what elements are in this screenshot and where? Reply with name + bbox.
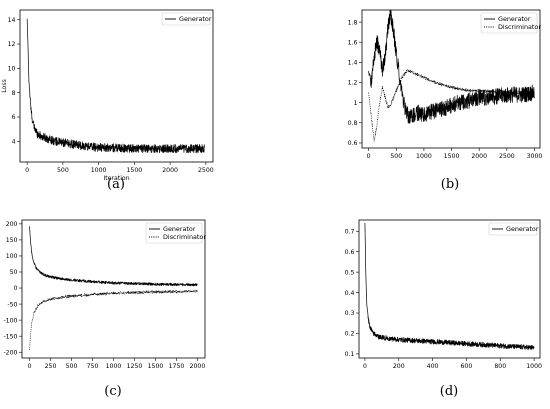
y-tick-label: 14 xyxy=(8,17,16,24)
y-tick-label: -50 xyxy=(7,301,17,308)
x-tick-label: 1250 xyxy=(127,363,143,370)
x-tick-label: 250 xyxy=(45,363,57,370)
y-tick-label: 12 xyxy=(8,41,16,48)
y-tick-label: 100 xyxy=(6,253,18,260)
x-tick-label: 0 xyxy=(28,363,32,370)
legend-label: Discriminator xyxy=(163,233,206,241)
x-tick-label: 2500 xyxy=(198,167,214,174)
x-tick-label: 600 xyxy=(461,363,473,370)
y-tick-label: 1.4 xyxy=(348,60,358,67)
y-tick-label: 6 xyxy=(12,114,16,121)
plot-frame xyxy=(361,9,541,149)
plot-frame xyxy=(19,9,214,163)
series-group xyxy=(29,226,198,350)
y-axis-label: Loss xyxy=(1,79,8,93)
x-tick-label: 2000 xyxy=(162,167,178,174)
y-tick-label: 150 xyxy=(6,237,18,244)
x-tick-label: 750 xyxy=(87,363,99,370)
x-tick-label: 2000 xyxy=(190,363,206,370)
y-tick-label: 0.5 xyxy=(345,269,355,276)
x-tick-label: 2500 xyxy=(499,153,515,160)
x-tick-label: 400 xyxy=(427,363,439,370)
y-tick-label: 1.8 xyxy=(348,19,358,26)
y-tick-label: 0.4 xyxy=(345,290,355,297)
x-axis-label: Iteration xyxy=(103,175,129,182)
y-tick-label: 200 xyxy=(6,221,18,228)
y-tick-label: 8 xyxy=(12,90,16,97)
panel-caption: (a) xyxy=(107,177,125,192)
plot-frame xyxy=(358,219,541,359)
x-tick-label: 800 xyxy=(494,363,506,370)
x-tick-label: 1500 xyxy=(148,363,164,370)
panel-caption: (d) xyxy=(440,384,458,399)
legend-label: Generator xyxy=(163,225,196,233)
x-tick-label: 3000 xyxy=(527,153,543,160)
x-tick-label: 500 xyxy=(57,167,69,174)
y-tick-label: 4 xyxy=(12,139,16,146)
x-tick-label: 1000 xyxy=(91,167,107,174)
series-line-generator xyxy=(29,226,198,287)
panel-caption: (c) xyxy=(104,384,121,399)
legend-label: Generator xyxy=(506,225,539,233)
legend: Generator xyxy=(488,222,539,236)
legend: Generator xyxy=(161,12,212,26)
y-tick-label: 1.6 xyxy=(348,39,358,46)
series-group xyxy=(368,10,535,142)
x-tick-label: 1500 xyxy=(126,167,142,174)
y-tick-label: 50 xyxy=(10,269,18,276)
x-tick-label: 500 xyxy=(390,153,402,160)
chart-panel-3: 0 250 500 750 1000 1250 1500 1750 2000-200-150-1… xyxy=(3,219,206,399)
y-tick-label: 1 xyxy=(354,100,358,107)
series-line-generator xyxy=(26,18,205,154)
series-line-generator xyxy=(364,222,535,351)
y-tick-label: -150 xyxy=(3,333,17,340)
legend-frame xyxy=(161,12,211,26)
legend-label: Generator xyxy=(498,15,531,23)
y-tick-label: -100 xyxy=(3,317,17,324)
legend-label: Generator xyxy=(179,15,212,23)
series-group xyxy=(26,18,205,154)
series-line-discriminator xyxy=(29,289,198,350)
x-tick-label: 1500 xyxy=(444,153,460,160)
chart-panel-4: 0 200 400 600 800 1000 0.1 0.2 0.3 0.4 0.5 0.6 0.7 Ge… xyxy=(345,219,542,399)
y-tick-label: -200 xyxy=(3,349,17,356)
x-tick-label: 1000 xyxy=(416,153,432,160)
legend-frame xyxy=(480,12,538,34)
y-tick-label: 0.6 xyxy=(345,249,355,256)
legend-frame xyxy=(488,222,538,236)
x-tick-label: 2000 xyxy=(471,153,487,160)
x-tick-label: 0 xyxy=(363,363,367,370)
y-tick-label: 0.8 xyxy=(348,120,358,127)
y-tick-label: 0.7 xyxy=(345,228,355,235)
x-tick-label: 500 xyxy=(66,363,78,370)
y-tick-label: 0 xyxy=(14,285,18,292)
series-line-generator xyxy=(368,10,535,124)
series-group xyxy=(364,222,535,351)
y-tick-label: 0.3 xyxy=(345,310,355,317)
y-tick-label: 10 xyxy=(8,66,16,73)
chart-panel-2: 0 500 1000 1500 2000 2500 3000 0.6 0.8 1 1.2 1.4 1.6… xyxy=(348,9,543,192)
x-tick-label: 1000 xyxy=(526,363,542,370)
y-tick-label: 0.1 xyxy=(345,351,355,358)
panel-caption: (b) xyxy=(441,177,459,192)
legend-label: Discriminator xyxy=(498,23,541,31)
y-tick-label: 0.2 xyxy=(345,331,355,338)
x-tick-label: 1000 xyxy=(106,363,122,370)
chart-panel-1: 0 500 1000 1500 2000 2500 4 6 8 10 12 14 Iteration Lo… xyxy=(1,9,214,192)
y-tick-label: 1.2 xyxy=(348,80,358,87)
x-tick-label: 1750 xyxy=(169,363,185,370)
x-tick-label: 0 xyxy=(367,153,371,160)
legend-frame xyxy=(145,222,203,244)
panels: 0 500 1000 1500 2000 2500468101214IterationLo… xyxy=(1,9,542,399)
x-tick-label: 0 xyxy=(25,167,29,174)
x-tick-label: 200 xyxy=(393,363,405,370)
y-tick-label: 0.6 xyxy=(348,140,358,147)
